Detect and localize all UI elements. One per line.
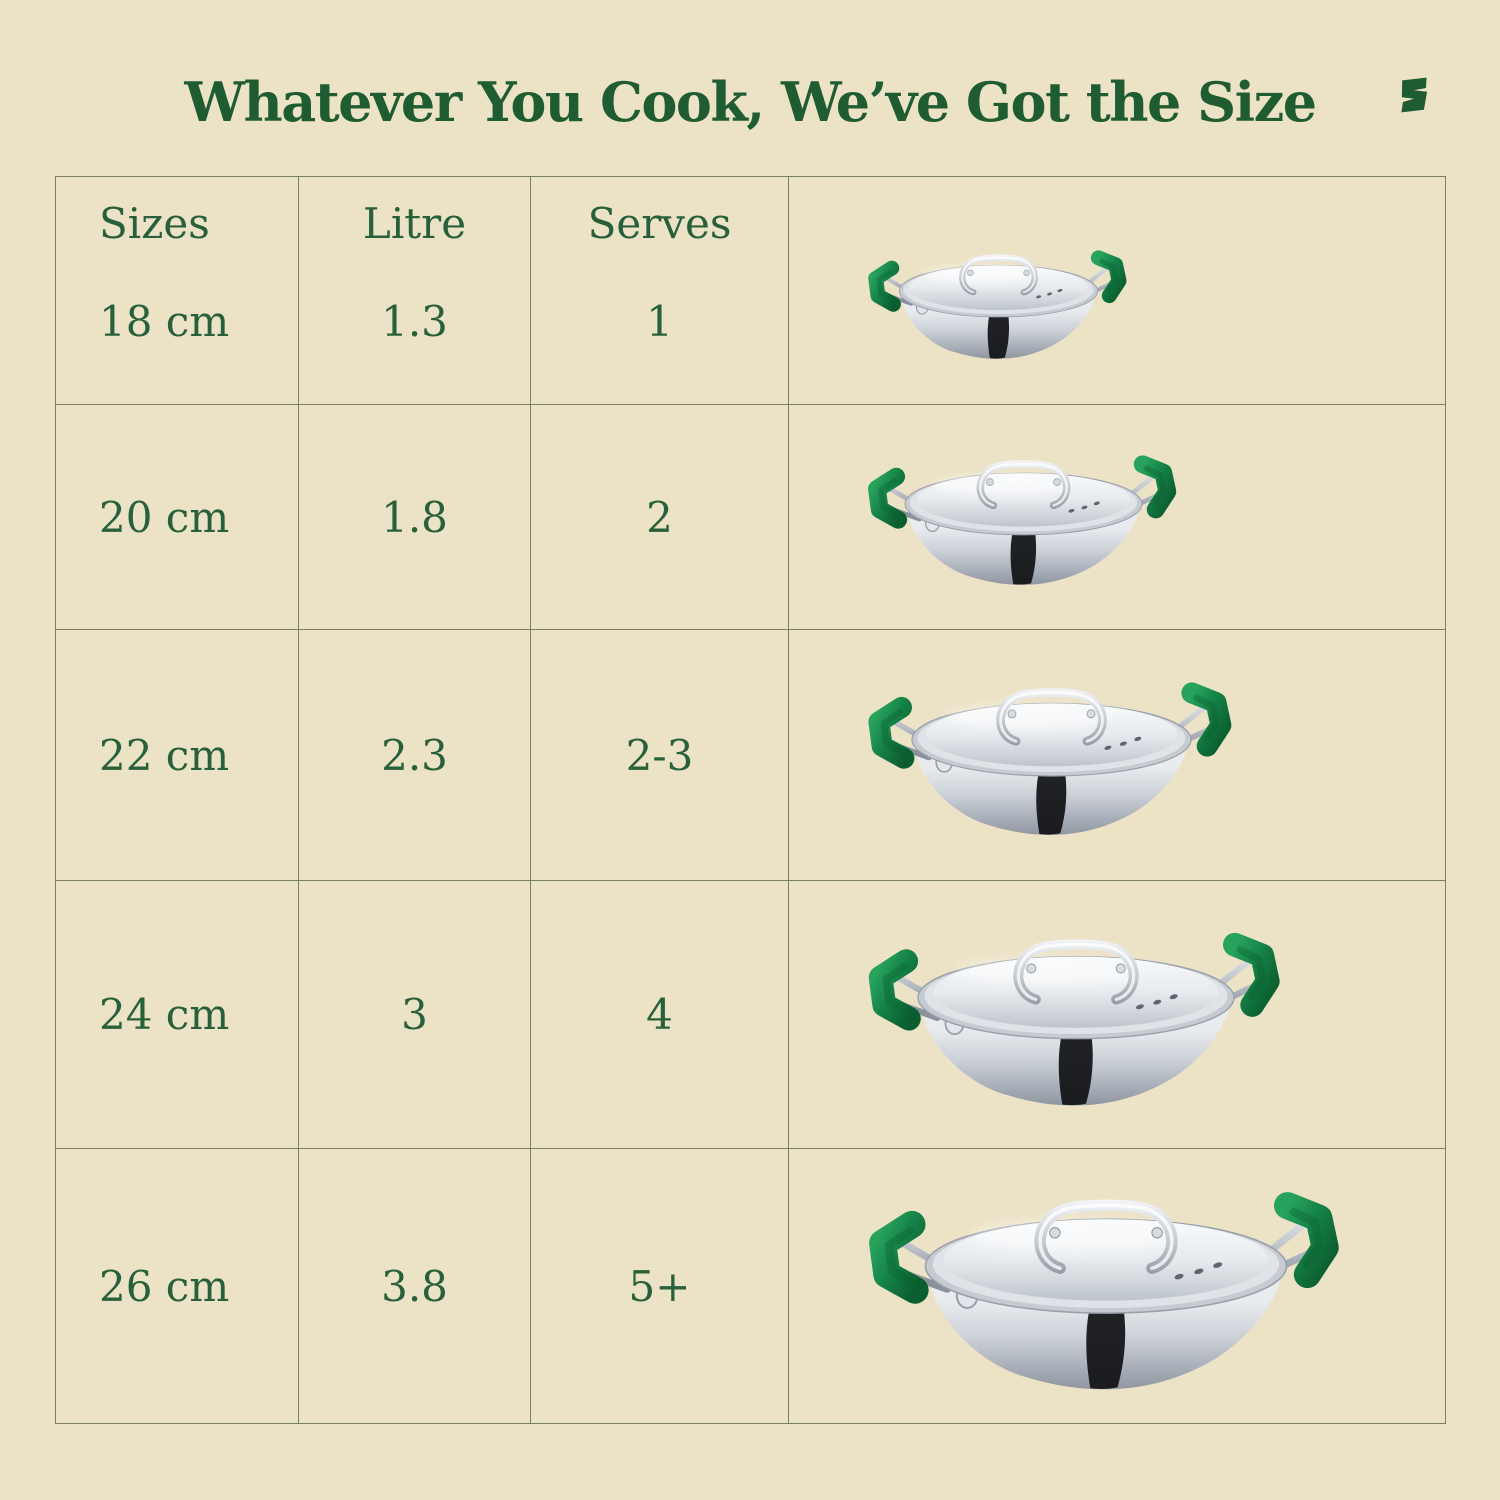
kadai-image-26cm	[866, 1166, 1346, 1406]
litre-cell: Litre 1.3	[299, 177, 531, 405]
kadai-image-24cm	[866, 910, 1286, 1120]
kadai-image-20cm	[866, 438, 1181, 596]
serves-value: 5+	[628, 1261, 691, 1311]
size-cell: 20 cm	[56, 405, 299, 630]
serves-cell: 2	[531, 405, 789, 630]
litre-value: 2.3	[381, 730, 448, 780]
serves-cell: 2-3	[531, 630, 789, 881]
serves-value: 4	[646, 990, 673, 1039]
litre-cell: 1.8	[299, 405, 531, 630]
size-value: 26 cm	[99, 1261, 230, 1311]
serves-value: 1	[646, 297, 673, 346]
product-image-cell	[789, 881, 1446, 1149]
product-image-cell	[789, 405, 1446, 630]
column-header-sizes: Sizes	[99, 199, 210, 248]
size-value: 20 cm	[99, 492, 230, 542]
size-value: 18 cm	[99, 297, 230, 346]
kadai-image-18cm	[866, 236, 1131, 368]
size-value: 24 cm	[99, 990, 230, 1039]
litre-value: 3.8	[381, 1261, 448, 1311]
size-cell: 22 cm	[56, 630, 299, 881]
product-image-cell	[789, 1149, 1446, 1424]
litre-cell: 2.3	[299, 630, 531, 881]
product-image-cell	[789, 630, 1446, 881]
brand-mark-icon	[1401, 77, 1428, 113]
litre-cell: 3.8	[299, 1149, 531, 1424]
serves-cell: 5+	[531, 1149, 789, 1424]
size-chart-table: Sizes 18 cm Litre 1.3 Serves 1 20 cm 1.8…	[55, 176, 1446, 1424]
page-title: Whatever You Cook, We’ve Got the Size	[184, 70, 1317, 134]
litre-value: 3	[401, 990, 428, 1039]
litre-value: 1.8	[381, 492, 448, 542]
product-image-cell	[789, 177, 1446, 405]
kadai-image-22cm	[866, 662, 1237, 848]
size-cell: 24 cm	[56, 881, 299, 1149]
litre-cell: 3	[299, 881, 531, 1149]
litre-value: 1.3	[381, 297, 448, 346]
serves-cell: Serves 1	[531, 177, 789, 405]
size-cell: 26 cm	[56, 1149, 299, 1424]
serves-cell: 4	[531, 881, 789, 1149]
serves-value: 2	[646, 492, 673, 542]
serves-value: 2-3	[625, 730, 694, 780]
size-cell: Sizes 18 cm	[56, 177, 299, 405]
column-header-serves: Serves	[587, 199, 732, 248]
size-value: 22 cm	[99, 730, 230, 780]
column-header-litre: Litre	[362, 199, 467, 248]
